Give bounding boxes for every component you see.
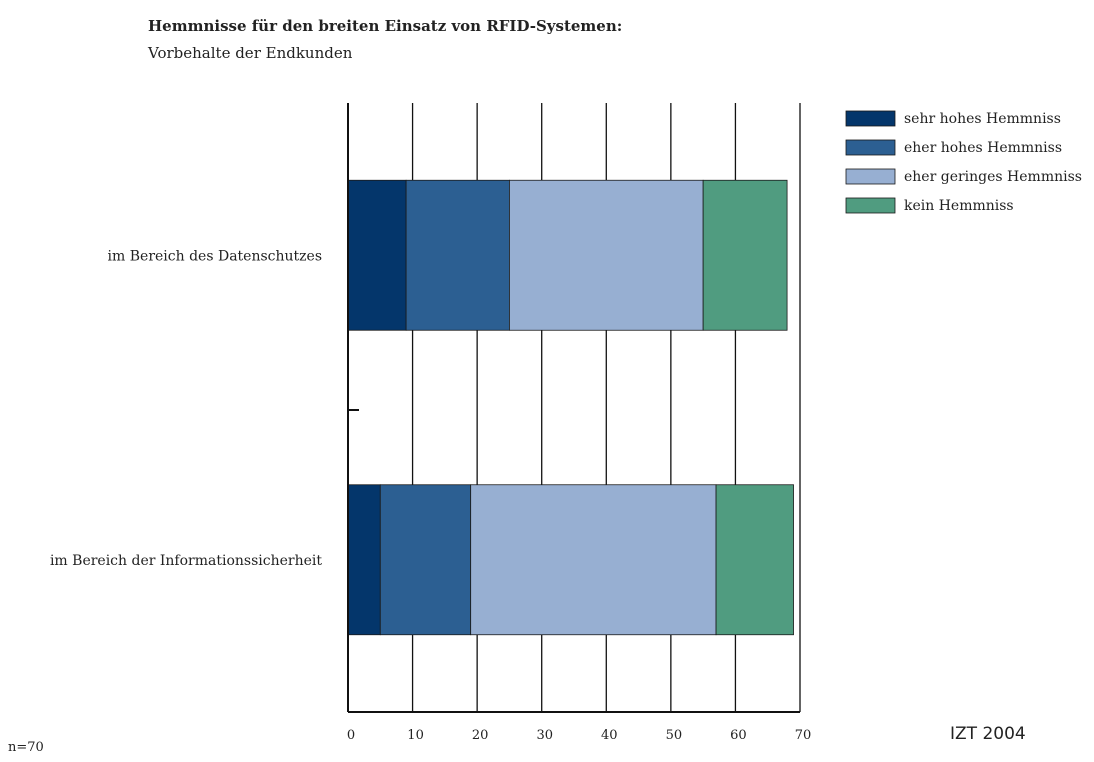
x-tick-label: 30 xyxy=(536,728,553,743)
legend-swatch xyxy=(845,139,896,156)
x-tick-label: 60 xyxy=(730,728,747,743)
legend-label: eher hohes Hemmniss xyxy=(904,140,1062,156)
x-tick-labels: 0 10 20 30 40 50 60 70 xyxy=(347,728,811,743)
legend-label: eher geringes Hemmniss xyxy=(904,169,1082,185)
bar-segment xyxy=(702,179,788,331)
category-labels: im Bereich des Datenschutzes im Bereich d… xyxy=(50,248,322,569)
legend-label: kein Hemmniss xyxy=(904,198,1014,214)
category-label: im Bereich des Datenschutzes xyxy=(108,248,322,264)
chart-subtitle: Vorbehalte der Endkunden xyxy=(148,44,353,62)
x-tick-label: 10 xyxy=(407,728,424,743)
legend: sehr hohes Hemmniss eher hohes Hemmniss eh… xyxy=(845,110,1082,214)
bar-segment xyxy=(379,484,472,636)
x-tick-label: 70 xyxy=(795,728,812,743)
x-tick-label: 40 xyxy=(601,728,618,743)
bar-segment xyxy=(347,484,381,636)
legend-label: sehr hohes Hemmniss xyxy=(904,111,1061,127)
axes xyxy=(347,103,800,713)
bar-segment xyxy=(347,179,407,331)
category-label: im Bereich der Informationssicherheit xyxy=(50,553,322,569)
legend-swatch xyxy=(845,168,896,185)
legend-swatch xyxy=(845,110,896,127)
x-tick-label: 0 xyxy=(347,728,355,743)
legend-swatch xyxy=(845,197,896,214)
bar-segments xyxy=(347,179,794,636)
bar-segment xyxy=(470,484,717,636)
x-tick-label: 20 xyxy=(472,728,489,743)
bar-segment xyxy=(405,179,510,331)
sample-size-note: n=70 xyxy=(8,740,44,755)
bar-segment xyxy=(509,179,704,331)
source-label: IZT 2004 xyxy=(950,724,1026,744)
x-tick-label: 50 xyxy=(666,728,683,743)
bar-segment xyxy=(715,484,794,636)
chart-title: Hemmnisse für den breiten Einsatz von RF… xyxy=(148,17,623,35)
